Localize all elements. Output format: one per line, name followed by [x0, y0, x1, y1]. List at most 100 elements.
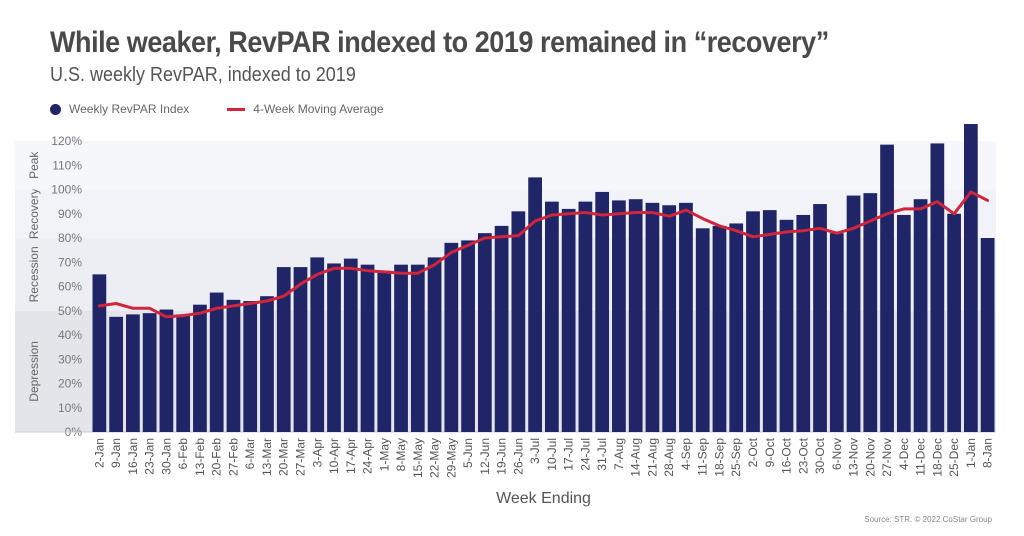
- bar: [142, 313, 157, 432]
- x-tick-label: 3-Jul: [528, 438, 542, 464]
- bar: [779, 219, 794, 432]
- y-tick-label: 110%: [52, 158, 82, 172]
- x-tick-label: 30-Oct: [813, 437, 827, 474]
- chart-subtitle: U.S. weekly RevPAR, indexed to 2019: [50, 64, 356, 86]
- x-tick-label: 12-Jun: [478, 438, 492, 475]
- bar: [260, 296, 274, 432]
- x-tick-label: 1-Jan: [964, 438, 978, 468]
- x-tick-label: 13-Nov: [847, 438, 861, 477]
- bar: [729, 223, 744, 432]
- y-tick-label: 70%: [58, 255, 82, 269]
- bar: [930, 143, 945, 433]
- y-tick-label: 50%: [58, 304, 82, 318]
- x-tick-label: 26-Jun: [511, 438, 525, 475]
- y-tick-label: 80%: [58, 231, 82, 245]
- x-tick-label: 28-Aug: [662, 438, 676, 477]
- bar: [226, 299, 241, 432]
- x-tick-label: 16-Jan: [126, 438, 140, 475]
- x-tick-label: 25-Dec: [947, 438, 961, 477]
- x-tick-label: 27-Nov: [880, 438, 894, 477]
- bar: [645, 202, 660, 432]
- x-tick-label: 17-Jul: [562, 438, 576, 471]
- x-tick-label: 1-May: [377, 438, 391, 471]
- legend-line-marker: [227, 107, 246, 111]
- x-tick-label: 25-Sep: [729, 438, 743, 477]
- x-tick-label: 8-Jan: [981, 438, 995, 468]
- x-tick-label: 2-Oct: [746, 437, 760, 467]
- band-label: Depression: [27, 341, 41, 402]
- y-tick-label: 40%: [58, 328, 82, 342]
- bar: [494, 225, 509, 432]
- y-tick-label: 90%: [58, 207, 82, 221]
- bar: [695, 228, 710, 432]
- bar: [980, 238, 995, 432]
- bar: [578, 201, 593, 432]
- bar: [829, 233, 844, 432]
- bar: [947, 213, 961, 432]
- band-peak: [15, 141, 996, 190]
- bar: [796, 214, 811, 432]
- bar: [410, 264, 425, 432]
- legend: Weekly RevPAR Index 4-Week Moving Averag…: [50, 102, 384, 116]
- bar: [511, 211, 526, 432]
- bar: [545, 201, 559, 432]
- bar: [243, 301, 258, 432]
- bar: [394, 264, 408, 432]
- bar: [310, 257, 325, 432]
- bar: [846, 195, 861, 432]
- x-tick-label: 5-Jun: [461, 438, 475, 468]
- x-tick-label: 17-Apr: [344, 438, 358, 474]
- x-tick-label: 9-Jan: [109, 438, 123, 468]
- bar: [679, 202, 693, 432]
- bar: [109, 316, 124, 432]
- bar: [963, 124, 978, 433]
- x-tick-label: 19-Jun: [495, 438, 509, 475]
- x-tick-label: 4-Dec: [897, 438, 911, 470]
- bar: [159, 309, 174, 432]
- x-tick-label: 20-Mar: [277, 438, 291, 476]
- x-tick-label: 27-Feb: [226, 438, 240, 476]
- y-tick-label: 60%: [58, 280, 82, 294]
- bar: [209, 292, 224, 432]
- x-tick-label: 29-May: [444, 438, 458, 478]
- bar: [427, 257, 442, 432]
- x-tick-label: 6-Nov: [830, 438, 844, 470]
- x-tick-label: 16-Oct: [780, 437, 794, 474]
- bar: [628, 199, 643, 432]
- x-tick-label: 10-Apr: [327, 438, 341, 474]
- x-tick-label: 18-Sep: [712, 438, 726, 477]
- bar: [528, 177, 542, 432]
- y-tick-label: 20%: [58, 377, 82, 391]
- bar: [293, 267, 308, 432]
- x-tick-label: 11-Dec: [914, 438, 928, 476]
- bar: [896, 214, 911, 432]
- band-label: Recession: [27, 246, 41, 302]
- bar: [377, 270, 392, 432]
- bar: [477, 233, 492, 432]
- bar: [126, 314, 140, 432]
- bar: [193, 304, 207, 432]
- x-tick-label: 9-Oct: [763, 437, 777, 467]
- y-tick-label: 30%: [58, 352, 82, 366]
- x-tick-label: 24-Jul: [578, 438, 592, 471]
- x-tick-label: 13-Feb: [193, 438, 207, 476]
- bar: [561, 208, 576, 432]
- x-tick-label: 11-Sep: [696, 438, 710, 476]
- x-tick-label: 31-Jul: [595, 438, 609, 471]
- bar: [746, 211, 760, 432]
- bar: [595, 191, 610, 432]
- band-label: Recovery: [27, 188, 41, 239]
- bar: [92, 274, 107, 432]
- legend-bar-marker: [50, 103, 61, 115]
- x-tick-label: 22-May: [428, 438, 442, 478]
- x-tick-label: 18-Dec: [930, 438, 944, 477]
- y-tick-label: 120%: [51, 134, 82, 148]
- bar: [880, 144, 894, 432]
- bar: [762, 210, 777, 432]
- bar: [863, 193, 878, 432]
- bar: [461, 240, 475, 432]
- x-tick-label: 14-Aug: [629, 438, 643, 477]
- y-tick-label: 10%: [58, 401, 82, 415]
- x-tick-label: 27-Mar: [293, 438, 307, 476]
